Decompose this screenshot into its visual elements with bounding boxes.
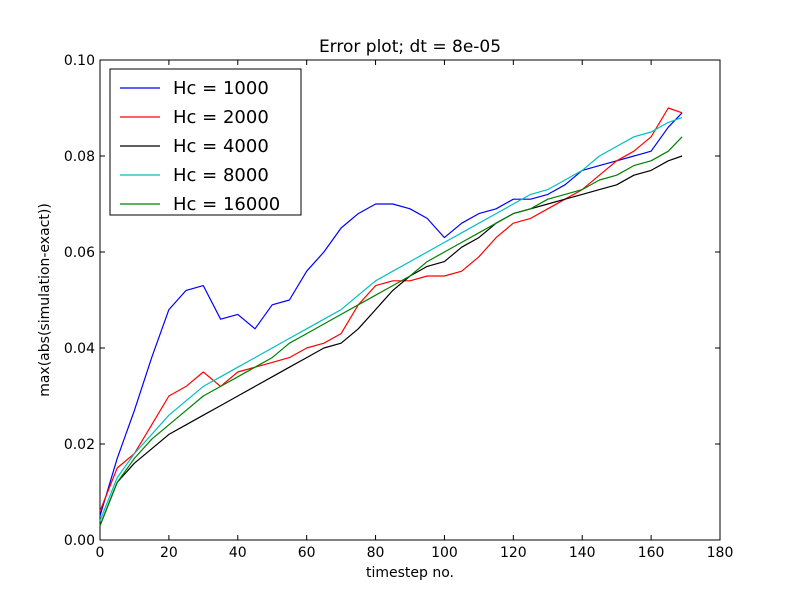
x-tick-label: 180 — [707, 545, 734, 561]
legend-label: Hc = 16000 — [173, 194, 280, 215]
legend-box — [109, 68, 302, 216]
legend: Hc = 1000 Hc = 2000 Hc = 4000 Hc = 8000 Hc =… — [109, 68, 302, 216]
x-tick-label: 160 — [638, 545, 665, 561]
series-line-hc-2000 — [99, 107, 683, 512]
x-tick-label: 120 — [500, 545, 527, 561]
x-tick-label: 60 — [298, 545, 316, 561]
series-line-hc-8000 — [99, 117, 683, 522]
x-axis-label: timestep no. — [366, 565, 454, 581]
series-line-hc-1000 — [99, 112, 683, 517]
x-tick-label: 20 — [160, 545, 178, 561]
x-tick-label: 140 — [569, 545, 596, 561]
legend-label: Hc = 4000 — [173, 136, 269, 157]
series-lines — [99, 107, 683, 526]
legend-label: Hc = 1000 — [173, 78, 269, 99]
legend-label: Hc = 2000 — [173, 107, 269, 128]
y-axis-label: max(abs(simulation-exact)) — [37, 203, 53, 397]
axis-ticks: 0 20 40 60 80 100 120 140 160 180 0.00 0.02 0.04 0.06… — [64, 53, 734, 561]
series-line-hc-16000 — [99, 136, 683, 526]
y-tick-label: 0.04 — [64, 341, 95, 357]
y-tick-label: 0.10 — [64, 53, 95, 69]
x-tick-label: 0 — [96, 545, 105, 561]
legend-label: Hc = 8000 — [173, 165, 269, 186]
x-tick-label: 40 — [229, 545, 247, 561]
y-tick-label: 0.08 — [64, 149, 95, 165]
x-tick-label: 80 — [367, 545, 385, 561]
y-tick-label: 0.00 — [64, 533, 95, 549]
x-tick-label: 100 — [431, 545, 458, 561]
y-tick-label: 0.02 — [64, 437, 95, 453]
y-tick-label: 0.06 — [64, 245, 95, 261]
chart-title: Error plot; dt = 8e-05 — [319, 37, 501, 57]
series-line-hc-4000 — [99, 155, 683, 526]
